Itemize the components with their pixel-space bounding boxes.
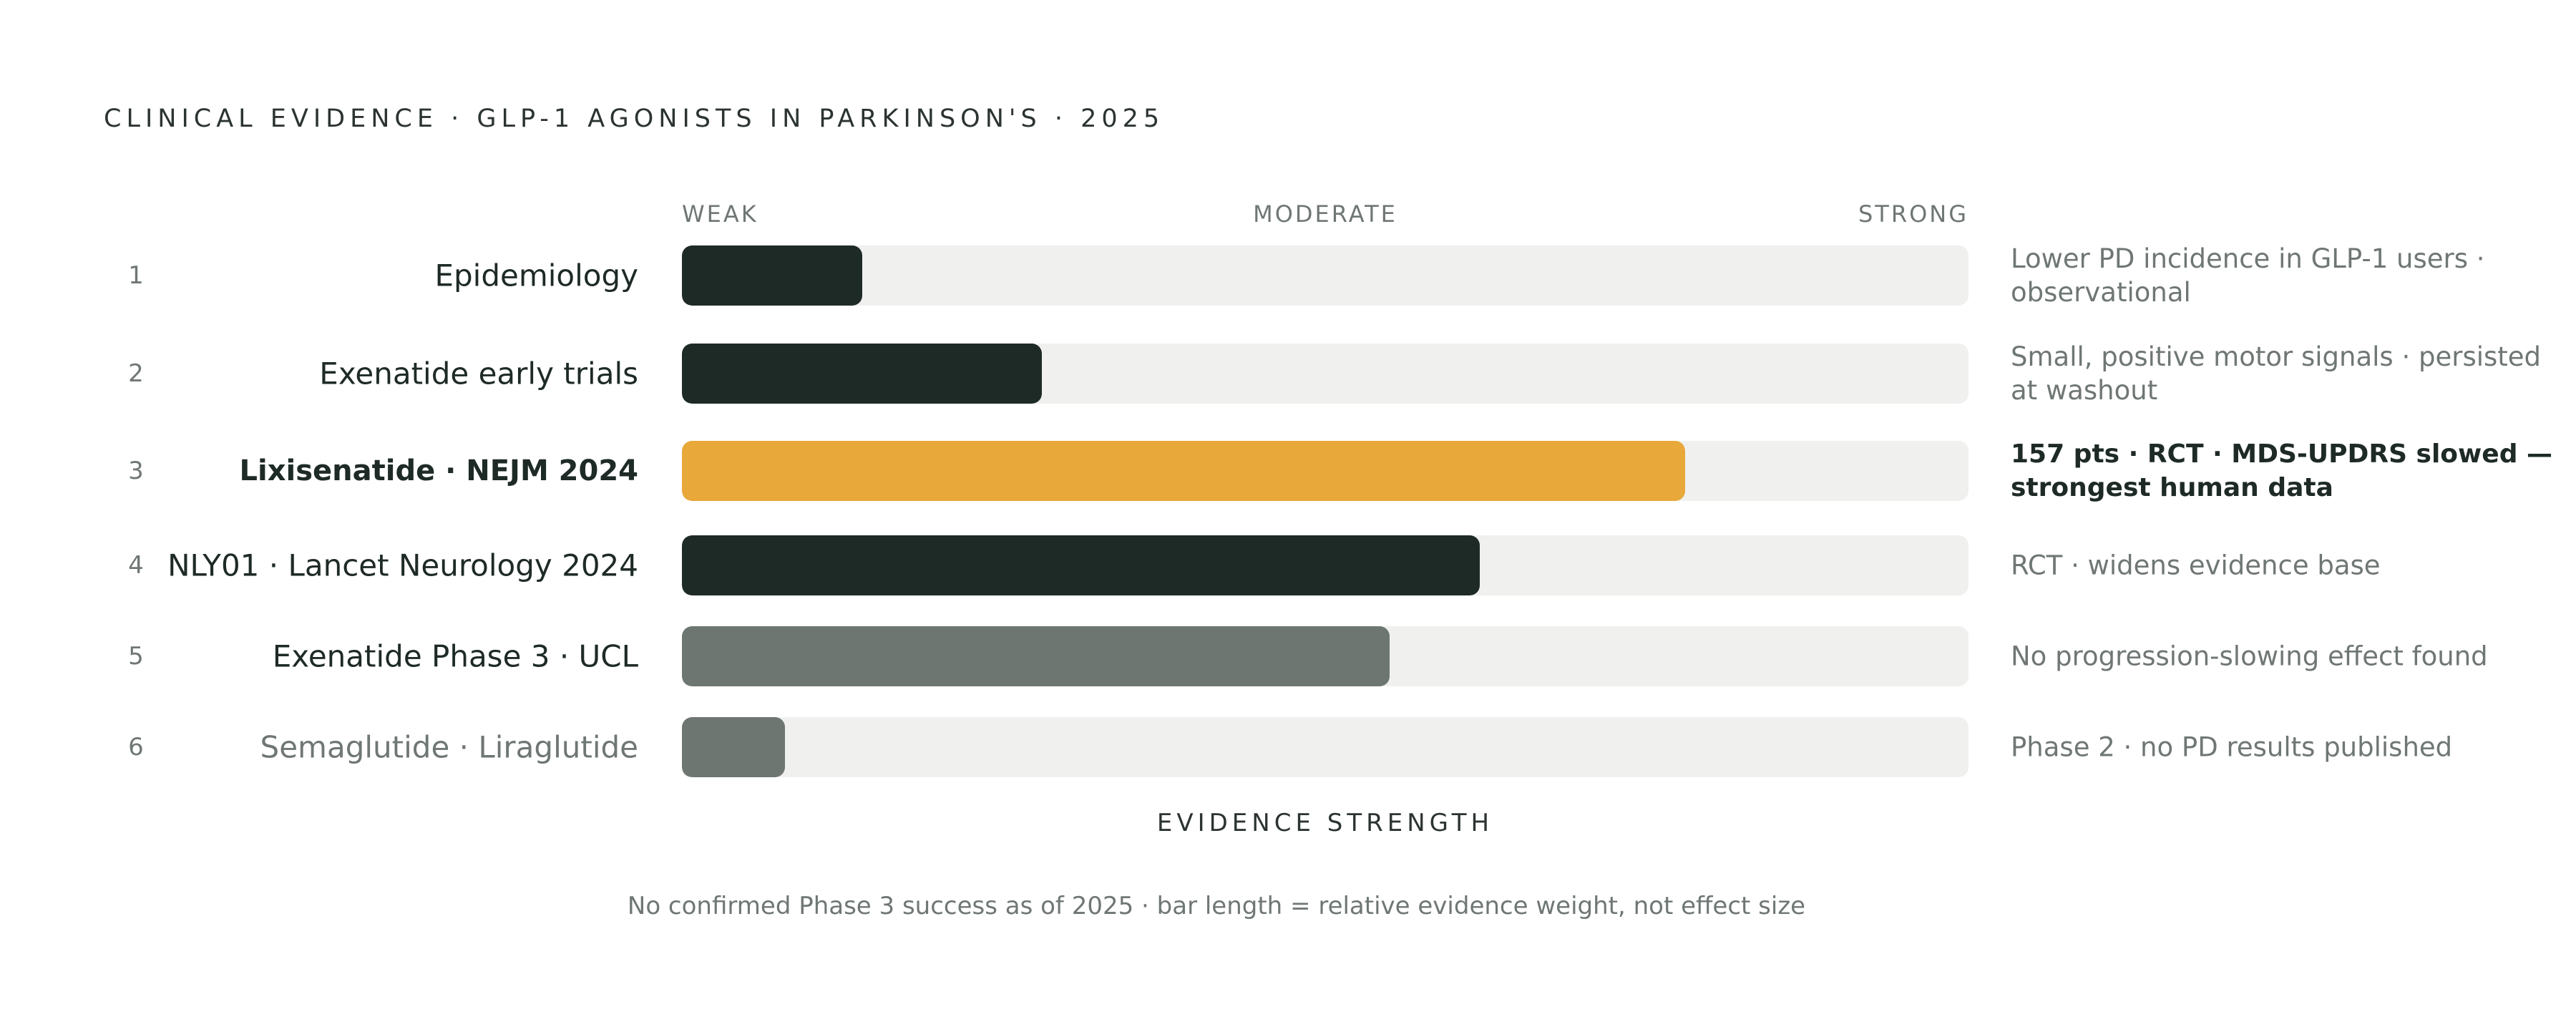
row-label: Exenatide Phase 3 · UCL [272,638,638,674]
row-note: RCT · widens evidence base [2011,550,2381,581]
bar-track [682,245,1968,306]
bar-track [682,626,1968,686]
row-rank: 3 [128,457,144,485]
chart-row: 4 NLY01 · Lancet Neurology 2024 RCT · wide… [0,535,2576,595]
bar-track [682,441,1968,501]
chart-row: 3 Lixisenatide · NEJM 2024 157 pts · RCT ·… [0,439,2576,502]
bar [682,535,1480,595]
bar [682,245,862,306]
chart-title: CLINICAL EVIDENCE · GLP-1 AGONISTS IN PA… [104,104,1165,133]
chart-row: 6 Semaglutide · Liraglutide Phase 2 · no P… [0,717,2576,777]
bar-track [682,717,1968,777]
bar [682,626,1390,686]
scale-label-weak: WEAK [682,200,758,228]
chart-footnote: No confirmed Phase 3 success as of 2025 … [627,892,1806,920]
row-rank: 2 [128,359,144,388]
scale-label-moderate: MODERATE [1253,200,1397,228]
row-note: 157 pts · RCT · MDS-UPDRS slowed — stron… [2011,439,2553,502]
row-rank: 5 [128,642,144,671]
bar [682,441,1685,501]
chart-row: 1 Epidemiology Lower PD incidence in GLP-1… [0,243,2576,308]
row-label: Semaglutide · Liraglutide [260,729,638,765]
row-label: Lixisenatide · NEJM 2024 [239,454,639,487]
x-axis-title: EVIDENCE STRENGTH [1156,809,1494,837]
row-label: Exenatide early trials [319,356,638,391]
bar [682,344,1042,404]
row-note: No progression-slowing effect found [2011,641,2488,672]
row-note: Small, positive motor signals · persiste… [2011,341,2542,406]
bar-track [682,344,1968,404]
chart-row: 2 Exenatide early trials Small, positive m… [0,341,2576,406]
row-rank: 6 [128,733,144,761]
bar-track [682,535,1968,595]
row-rank: 1 [128,261,144,290]
row-note: Phase 2 · no PD results published [2011,731,2453,763]
row-label: Epidemiology [434,258,638,293]
row-label: NLY01 · Lancet Neurology 2024 [167,548,638,583]
scale-label-strong: STRONG [1858,200,1968,228]
row-rank: 4 [128,551,144,580]
chart-row: 5 Exenatide Phase 3 · UCL No progression-s… [0,626,2576,686]
bar [682,717,785,777]
row-note: Lower PD incidence in GLP-1 users · obse… [2011,243,2485,308]
